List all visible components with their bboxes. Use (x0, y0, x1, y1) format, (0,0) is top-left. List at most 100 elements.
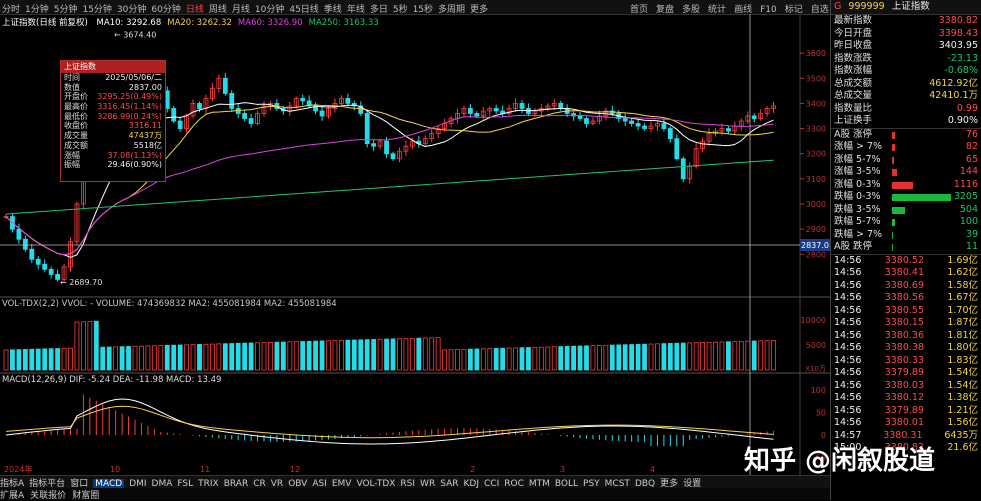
period-tab[interactable]: 季线 (323, 5, 342, 15)
menu-item[interactable]: 复盘 (656, 5, 675, 15)
volume-bar (3, 349, 9, 371)
quote-value: 3380.82 (938, 15, 978, 26)
volume-bar (345, 339, 351, 371)
indicator-tab[interactable]: DMA (151, 479, 173, 489)
period-tab[interactable]: 多日 (369, 5, 388, 15)
period-tab[interactable]: 分时 (2, 5, 21, 15)
volume-bar (726, 341, 731, 371)
indicator-tab[interactable]: VR (270, 479, 284, 489)
status-item[interactable]: 关联报价 (30, 491, 67, 501)
indicator-tab[interactable]: DBQ (634, 479, 656, 489)
tick-time: 14:56 (834, 317, 862, 328)
period-tab[interactable]: 15秒 (412, 5, 434, 15)
volume-bar (429, 337, 435, 371)
menu-item[interactable]: 画线 (734, 5, 753, 15)
distribution-bar (892, 181, 913, 189)
indicator-tab[interactable]: MTM (528, 479, 550, 489)
period-tab[interactable]: 年线 (346, 5, 365, 15)
y-tick-label: 3400 (806, 99, 826, 108)
distribution-bar (892, 219, 895, 226)
indicator-tab[interactable]: CR (253, 479, 266, 489)
candle (584, 118, 589, 124)
indicator-tab[interactable]: KDJ (463, 479, 480, 489)
indicator-tab[interactable]: PSY (583, 479, 600, 489)
period-tab[interactable]: 60分钟 (151, 5, 181, 15)
tooltip-value: 5518亿 (133, 140, 162, 150)
indicator-tab[interactable]: DMI (129, 479, 147, 489)
status-item[interactable]: 扩展A (0, 491, 25, 501)
tick-volume: 1.54亿 (947, 367, 978, 378)
indicator-tab[interactable]: EMV (331, 479, 352, 489)
status-item[interactable]: 财富圈 (72, 491, 100, 501)
tick-time: 14:56 (834, 392, 862, 403)
period-tab[interactable]: 10分钟 (254, 5, 285, 15)
candle (190, 103, 196, 117)
vol-legend: VOL-TDX(2,2) VVOL: - VOLUME: 474369832 M… (2, 299, 337, 309)
indicator-tab[interactable]: SAR (440, 479, 459, 489)
tick-volume: 1.87亿 (947, 317, 978, 328)
period-tab[interactable]: 月线 (231, 5, 250, 15)
indicator-tab[interactable]: MCST (604, 479, 630, 489)
volume-bar (55, 348, 60, 371)
quote-row: 指数涨跌 -23.13 (831, 53, 981, 66)
period-tab[interactable]: 1分钟 (25, 5, 49, 15)
period-tab[interactable]: 30分钟 (116, 5, 147, 15)
menu-item[interactable]: 首页 (630, 5, 649, 15)
indicator-tab[interactable]: ASI (312, 479, 327, 489)
volume-bar (10, 349, 15, 371)
quote-header[interactable]: G 999999 上证指数 (831, 0, 981, 15)
candle (655, 123, 660, 127)
distribution-row: 涨幅 3-5% 144 (831, 166, 981, 179)
menu-item[interactable]: F10 (760, 5, 777, 15)
tick-row: 14:56 3379.89 1.54亿 (831, 367, 981, 380)
indicator-tab[interactable]: TRIX (198, 479, 219, 489)
indicator-tab[interactable]: 指标平台 (29, 479, 66, 489)
period-tab[interactable]: 多周期 (438, 5, 466, 15)
indicator-tab[interactable]: ROC (504, 479, 524, 489)
tick-time: 14:56 (834, 342, 862, 353)
period-tab[interactable]: 45日线 (289, 5, 319, 15)
chart-area[interactable]: 3600350034003300320031003000290028002837… (0, 0, 830, 475)
indicator-tab[interactable]: WR (420, 479, 436, 489)
candle (197, 103, 202, 109)
period-tab[interactable]: 5秒 (392, 5, 408, 15)
distribution-row: 涨幅 5-7% 65 (831, 154, 981, 167)
quote-row: 总成交额 4612.92亿 (831, 78, 981, 91)
menu-item[interactable]: 自选 (810, 5, 829, 15)
tick-price: 3380.03 (884, 379, 925, 391)
tick-price: 3380.56 (884, 292, 925, 303)
tick-price: 3380.52 (884, 254, 925, 266)
tick-time: 14:56 (834, 304, 862, 316)
period-tab[interactable]: 更多 (470, 5, 489, 15)
period-tab[interactable]: 日线 (185, 5, 204, 15)
menu-item[interactable]: 标记 (784, 5, 803, 15)
vol-y-tick: 10000 (801, 316, 826, 325)
indicator-tab[interactable]: CCI (484, 479, 500, 489)
volume-bar (474, 348, 480, 371)
indicator-g-icon: G (834, 1, 842, 12)
indicator-tab[interactable]: MACD (93, 479, 125, 489)
indicator-tab[interactable]: OBV (288, 479, 308, 489)
menu-item[interactable]: 统计 (708, 5, 727, 15)
indicator-tab[interactable]: RSI (400, 479, 416, 489)
volume-bar (216, 343, 222, 371)
volume-bar (584, 345, 589, 371)
volume-bar (771, 340, 776, 371)
indicator-tab[interactable]: 指标A (0, 479, 25, 489)
period-tab[interactable]: 15分钟 (82, 5, 112, 15)
indicator-tab[interactable]: 设置 (683, 479, 702, 489)
candle (358, 105, 364, 114)
indicator-tab[interactable]: VOL-TDX (356, 479, 396, 489)
indicator-tab[interactable]: FSL (177, 479, 194, 489)
indicator-tab[interactable]: 更多 (660, 479, 679, 489)
indicator-tab[interactable]: 窗口 (70, 479, 89, 489)
period-tab[interactable]: 5分钟 (53, 5, 78, 15)
tick-volume: 1.58亿 (947, 279, 978, 291)
indicator-tab[interactable]: BRAR (223, 479, 249, 489)
tooltip-row: 开盘价 3295.25(0.49%) (61, 92, 165, 102)
volume-bar (151, 345, 157, 371)
menu-item[interactable]: 多股 (682, 5, 701, 15)
indicator-tab[interactable]: BOLL (554, 479, 579, 489)
period-tab[interactable]: 周线 (208, 5, 227, 15)
distribution-count: 65 (965, 153, 978, 165)
